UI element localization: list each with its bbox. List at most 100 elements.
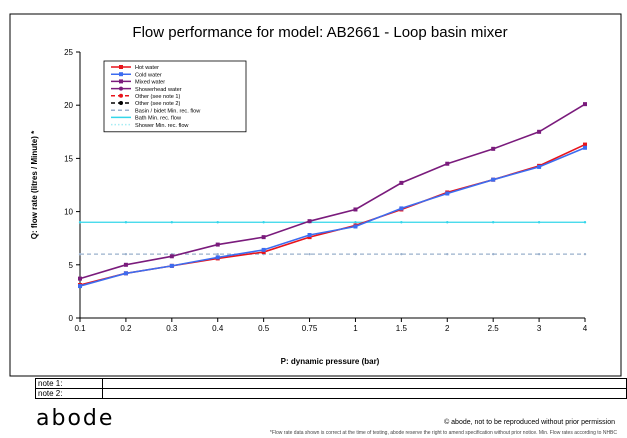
notes-table: note 1: note 2: xyxy=(35,378,627,399)
legend-marker xyxy=(119,72,123,77)
data-point-bath-min-rec-flow xyxy=(446,221,449,224)
data-point-basin-bidet-min-rec-flow xyxy=(216,252,219,256)
data-point-cold-water xyxy=(583,145,587,150)
x-tick-label: 0.1 xyxy=(74,324,86,333)
chart-axes: 0 5 10 15 20 25 0.1 0.2 0.3 0.4 0.5 0.75 1 1.5 2 2.5 3 4 xyxy=(64,48,588,333)
data-point-bath-min-rec-flow xyxy=(124,221,128,224)
data-point-mixed-water xyxy=(537,129,542,134)
x-tick-label: 0.2 xyxy=(120,324,132,333)
x-tick-label: 4 xyxy=(583,324,588,333)
y-tick-label: 20 xyxy=(64,101,73,110)
note-row: note 1: xyxy=(35,378,627,389)
y-tick-label: 0 xyxy=(69,314,74,323)
legend-marker xyxy=(119,93,123,98)
legend-label: Cold water xyxy=(135,72,162,78)
data-point-hot-water xyxy=(307,235,312,240)
data-point-bath-min-rec-flow xyxy=(354,221,357,224)
series-line-mixed-water xyxy=(79,103,586,280)
data-point-basin-bidet-min-rec-flow xyxy=(354,252,357,256)
data-point-basin-bidet-min-rec-flow xyxy=(446,252,449,256)
data-point-mixed-water xyxy=(123,262,128,267)
data-point-bath-min-rec-flow xyxy=(491,221,495,224)
data-point-cold-water xyxy=(78,284,82,289)
data-point-cold-water xyxy=(537,164,542,169)
data-point-basin-bidet-min-rec-flow xyxy=(491,252,495,256)
data-point-basin-bidet-min-rec-flow xyxy=(78,252,82,256)
data-point-cold-water xyxy=(215,255,220,260)
data-point-mixed-water xyxy=(169,254,174,259)
x-tick-label: 2 xyxy=(445,324,450,333)
legend-marker xyxy=(119,65,123,69)
data-point-cold-water xyxy=(307,233,312,238)
copyright-text: © abode, not to be reproduced without pr… xyxy=(444,419,615,426)
legend-label: Basin / bidet Min. rec. flow xyxy=(135,108,201,114)
brand-logo: abode xyxy=(36,406,115,431)
data-point-bath-min-rec-flow xyxy=(262,221,265,224)
data-point-mixed-water xyxy=(491,146,496,151)
data-point-cold-water xyxy=(353,224,358,229)
data-point-mixed-water xyxy=(353,207,358,212)
note-label: note 2: xyxy=(35,388,103,399)
y-tick-label: 15 xyxy=(64,154,73,163)
data-point-cold-water xyxy=(169,263,174,268)
data-point-bath-min-rec-flow xyxy=(216,221,219,224)
series-lines xyxy=(78,102,587,289)
data-point-basin-bidet-min-rec-flow xyxy=(537,252,541,256)
chart-title: Flow performance for model: AB2661 - Loo… xyxy=(132,24,507,41)
legend-label: Bath Min. rec. flow xyxy=(135,116,182,122)
data-point-hot-water xyxy=(261,250,266,255)
legend-label: Hot water xyxy=(135,65,159,71)
x-tick-label: 0.75 xyxy=(302,324,318,333)
legend-label: Other (see note 1) xyxy=(135,94,181,100)
data-point-cold-water xyxy=(491,177,496,182)
legend-marker xyxy=(119,79,123,84)
data-point-mixed-water xyxy=(78,276,82,281)
legend-label: Showerhead water xyxy=(135,87,182,93)
data-point-mixed-water xyxy=(307,219,312,224)
data-point-cold-water xyxy=(399,206,404,211)
flow-chart: Flow performance for model: AB2661 - Loo… xyxy=(9,13,622,377)
data-point-cold-water xyxy=(261,247,266,252)
data-point-hot-water xyxy=(583,142,587,147)
legend-marker xyxy=(119,86,123,91)
data-point-basin-bidet-min-rec-flow xyxy=(400,252,403,256)
disclaimer-text: *Flow rate data shown is correct at the … xyxy=(269,430,617,436)
y-tick-label: 25 xyxy=(64,48,73,57)
x-axis-label: P: dynamic pressure (bar) xyxy=(281,357,380,366)
data-point-mixed-water xyxy=(445,161,450,166)
data-point-basin-bidet-min-rec-flow xyxy=(308,252,311,256)
data-point-bath-min-rec-flow xyxy=(537,221,541,224)
x-tick-label: 0.3 xyxy=(166,324,178,333)
x-tick-label: 3 xyxy=(537,324,542,333)
series-line-cold-water xyxy=(79,147,586,287)
y-tick-label: 5 xyxy=(69,261,74,270)
data-point-bath-min-rec-flow xyxy=(78,221,82,224)
x-tick-label: 1 xyxy=(353,324,358,333)
data-point-cold-water xyxy=(445,191,450,196)
data-point-mixed-water xyxy=(215,242,220,247)
x-tick-label: 1.5 xyxy=(396,324,408,333)
data-point-mixed-water xyxy=(399,180,404,185)
chart-frame xyxy=(9,13,622,377)
data-point-bath-min-rec-flow xyxy=(170,221,174,224)
x-tick-label: 2.5 xyxy=(488,324,500,333)
x-tick-label: 0.5 xyxy=(258,324,270,333)
legend-label: Mixed water xyxy=(135,80,165,86)
data-point-basin-bidet-min-rec-flow xyxy=(124,252,128,256)
legend-label: Shower Min. rec. flow xyxy=(135,123,189,129)
legend-label: Other (see note 2) xyxy=(135,101,181,107)
data-point-cold-water xyxy=(123,271,128,276)
note-value xyxy=(102,388,627,399)
x-tick-label: 0.4 xyxy=(212,324,224,333)
data-point-mixed-water xyxy=(583,102,587,107)
legend-marker xyxy=(119,101,123,105)
data-point-basin-bidet-min-rec-flow xyxy=(583,252,587,256)
data-point-bath-min-rec-flow xyxy=(583,221,587,224)
y-axis-label: Q: flow rate (litres / Minute) * xyxy=(30,130,39,239)
note-row: note 2: xyxy=(35,388,627,399)
data-point-bath-min-rec-flow xyxy=(400,221,403,224)
note-value xyxy=(102,378,627,389)
note-label: note 1: xyxy=(35,378,103,389)
data-point-mixed-water xyxy=(261,235,266,240)
